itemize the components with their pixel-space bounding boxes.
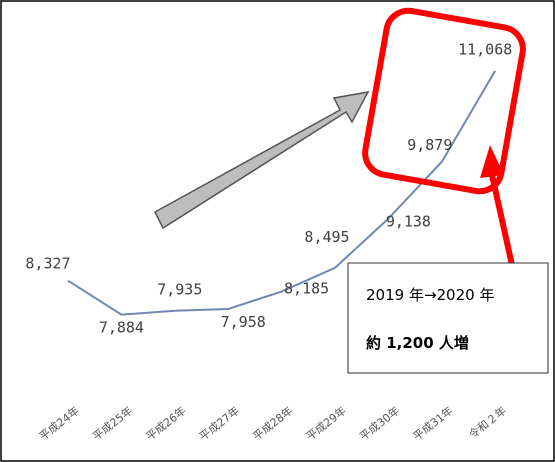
value-label: 8,327 bbox=[25, 255, 70, 273]
pointer-line bbox=[489, 174, 515, 266]
highlight-box bbox=[362, 7, 526, 195]
callout-line-1: 2019 年→2020 年 bbox=[366, 286, 494, 304]
callout-box bbox=[347, 262, 549, 374]
value-label: 8,495 bbox=[304, 228, 349, 246]
value-label: 8,185 bbox=[284, 280, 329, 298]
value-label: 9,138 bbox=[386, 213, 431, 231]
value-label: 11,068 bbox=[458, 41, 512, 59]
value-label: 7,884 bbox=[99, 319, 144, 337]
callout-line-2: 約 1,200 人増 bbox=[366, 334, 469, 352]
pointer-head bbox=[480, 145, 504, 178]
value-label: 7,958 bbox=[221, 313, 266, 331]
value-label: 9,879 bbox=[407, 136, 452, 154]
trend-arrow bbox=[154, 90, 370, 230]
value-label: 7,935 bbox=[157, 281, 202, 299]
